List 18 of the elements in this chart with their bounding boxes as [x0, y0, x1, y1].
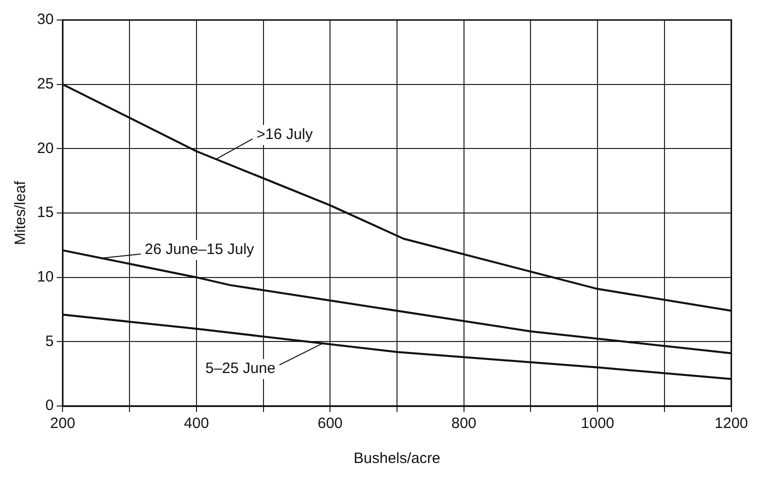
x-tick-label: 600	[318, 415, 343, 432]
annotation: 5–25 June	[205, 360, 276, 378]
y-tick-label: 10	[36, 268, 54, 286]
y-tick-label: 5	[45, 332, 54, 350]
y-tick-label: 30	[36, 11, 54, 28]
x-tick-label: 1000	[580, 415, 614, 432]
y-tick-label: 15	[36, 204, 54, 222]
y-tick-label: 0	[45, 397, 54, 414]
x-tick-label: 800	[451, 415, 476, 432]
y-axis-title: Mites/leaf	[12, 180, 30, 246]
annotation: >16 July	[256, 126, 314, 144]
y-tick-label: 25	[36, 75, 54, 92]
x-tick-label: 1200	[714, 415, 748, 432]
x-axis-title: Bushels/acre	[354, 450, 440, 468]
x-tick-label: 200	[50, 415, 76, 432]
annotation: 26 June–15 July	[144, 241, 255, 258]
y-tick-label: 20	[36, 140, 54, 157]
x-tick-label: 400	[184, 415, 209, 432]
